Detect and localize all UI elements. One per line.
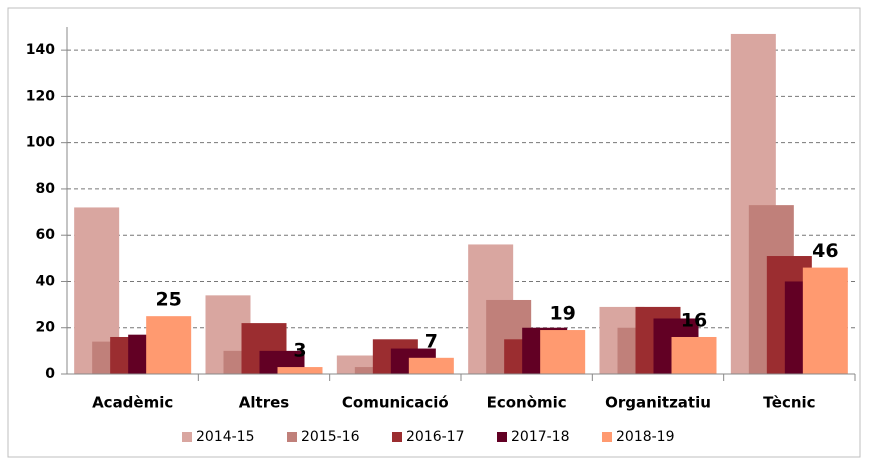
legend-label: 2018-19 [616, 429, 675, 445]
legend-swatch [287, 432, 297, 442]
x-tick-label: Tècnic [763, 394, 815, 412]
data-label: 46 [812, 240, 838, 262]
bar [146, 316, 192, 374]
x-tick-label: Acadèmic [92, 394, 173, 412]
y-tick-label: 120 [26, 88, 55, 104]
y-tick-label: 80 [36, 181, 56, 197]
legend-label: 2015-16 [301, 429, 360, 445]
data-label: 19 [549, 303, 575, 325]
x-tick-label: Organitzatiu [605, 394, 711, 412]
legend-label: 2016-17 [406, 429, 465, 445]
y-tick-label: 100 [26, 135, 55, 151]
legend-swatch [497, 432, 507, 442]
bar [802, 267, 848, 374]
legend-swatch [182, 432, 192, 442]
bar [671, 336, 717, 374]
legend-label: 2017-18 [511, 429, 570, 445]
y-tick-label: 0 [45, 366, 55, 382]
legend-swatch [602, 432, 612, 442]
bar [540, 330, 586, 374]
data-label: 3 [293, 340, 306, 362]
bar [277, 367, 323, 374]
chart-frame [7, 7, 861, 458]
data-label: 16 [681, 309, 707, 331]
x-tick-label: Altres [239, 394, 289, 412]
y-tick-label: 40 [36, 273, 56, 289]
x-tick-label: Comunicació [342, 394, 449, 412]
legend-swatch [392, 432, 402, 442]
y-tick-label: 60 [36, 227, 56, 243]
x-tick-label: Econòmic [487, 394, 567, 412]
y-tick-label: 140 [26, 42, 55, 58]
legend-label: 2014-15 [196, 429, 255, 445]
y-tick-label: 20 [36, 320, 56, 336]
bar [408, 357, 454, 374]
data-label: 7 [425, 330, 438, 352]
data-label: 25 [155, 289, 181, 311]
